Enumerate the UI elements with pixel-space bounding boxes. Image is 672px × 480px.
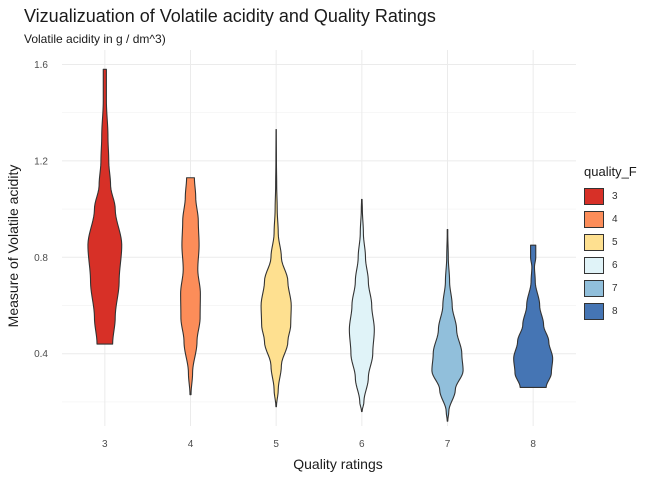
x-tick-label: 7 [445,439,451,450]
x-axis-tick-labels: 3 4 5 6 7 8 [102,439,536,450]
y-tick-label: 0.8 [34,253,48,264]
legend-label: 7 [612,283,618,294]
legend-label: 6 [612,260,618,271]
violin-8 [513,244,554,388]
legend-item-8: 8 [584,300,637,323]
legend: quality_F 3 4 5 6 7 8 [584,164,637,323]
legend-swatch [584,280,604,297]
legend-swatch [584,211,604,228]
y-tick-label: 1.2 [34,156,48,167]
violin-5 [260,128,292,408]
legend-item-5: 5 [584,231,637,254]
y-axis-tick-labels: 0.4 0.8 1.2 1.6 [34,60,48,360]
legend-label: 8 [612,306,618,317]
legend-title: quality_F [584,164,637,179]
x-axis-title: Quality ratings [293,456,382,472]
legend-label: 4 [612,214,618,225]
chart-subtitle: Volatile acidity in g / dm^3) [24,32,166,46]
chart-title: Vizualizuation of Volatile acidity and Q… [24,6,436,26]
y-tick-label: 1.6 [34,60,48,71]
legend-item-7: 7 [584,277,637,300]
violin-3 [87,68,123,345]
legend-swatch [584,257,604,274]
legend-label: 3 [612,191,618,202]
violin-6 [348,198,375,413]
legend-item-6: 6 [584,254,637,277]
x-tick-label: 5 [273,439,279,450]
legend-swatch [584,303,604,320]
legend-items: 3 4 5 6 7 8 [584,185,637,323]
legend-swatch [584,234,604,251]
x-tick-label: 3 [102,439,108,450]
x-tick-label: 8 [530,439,536,450]
legend-swatch [584,188,604,205]
x-tick-label: 6 [359,439,365,450]
legend-label: 5 [612,237,618,248]
x-tick-label: 4 [188,439,194,450]
violins [87,68,554,422]
y-tick-label: 0.4 [34,349,48,360]
violin-4 [180,177,201,396]
legend-item-4: 4 [584,208,637,231]
y-axis-title: Measure of Volatile acidity [5,165,21,328]
legend-item-3: 3 [584,185,637,208]
violin-7 [431,229,464,422]
grid-lines [62,50,576,426]
